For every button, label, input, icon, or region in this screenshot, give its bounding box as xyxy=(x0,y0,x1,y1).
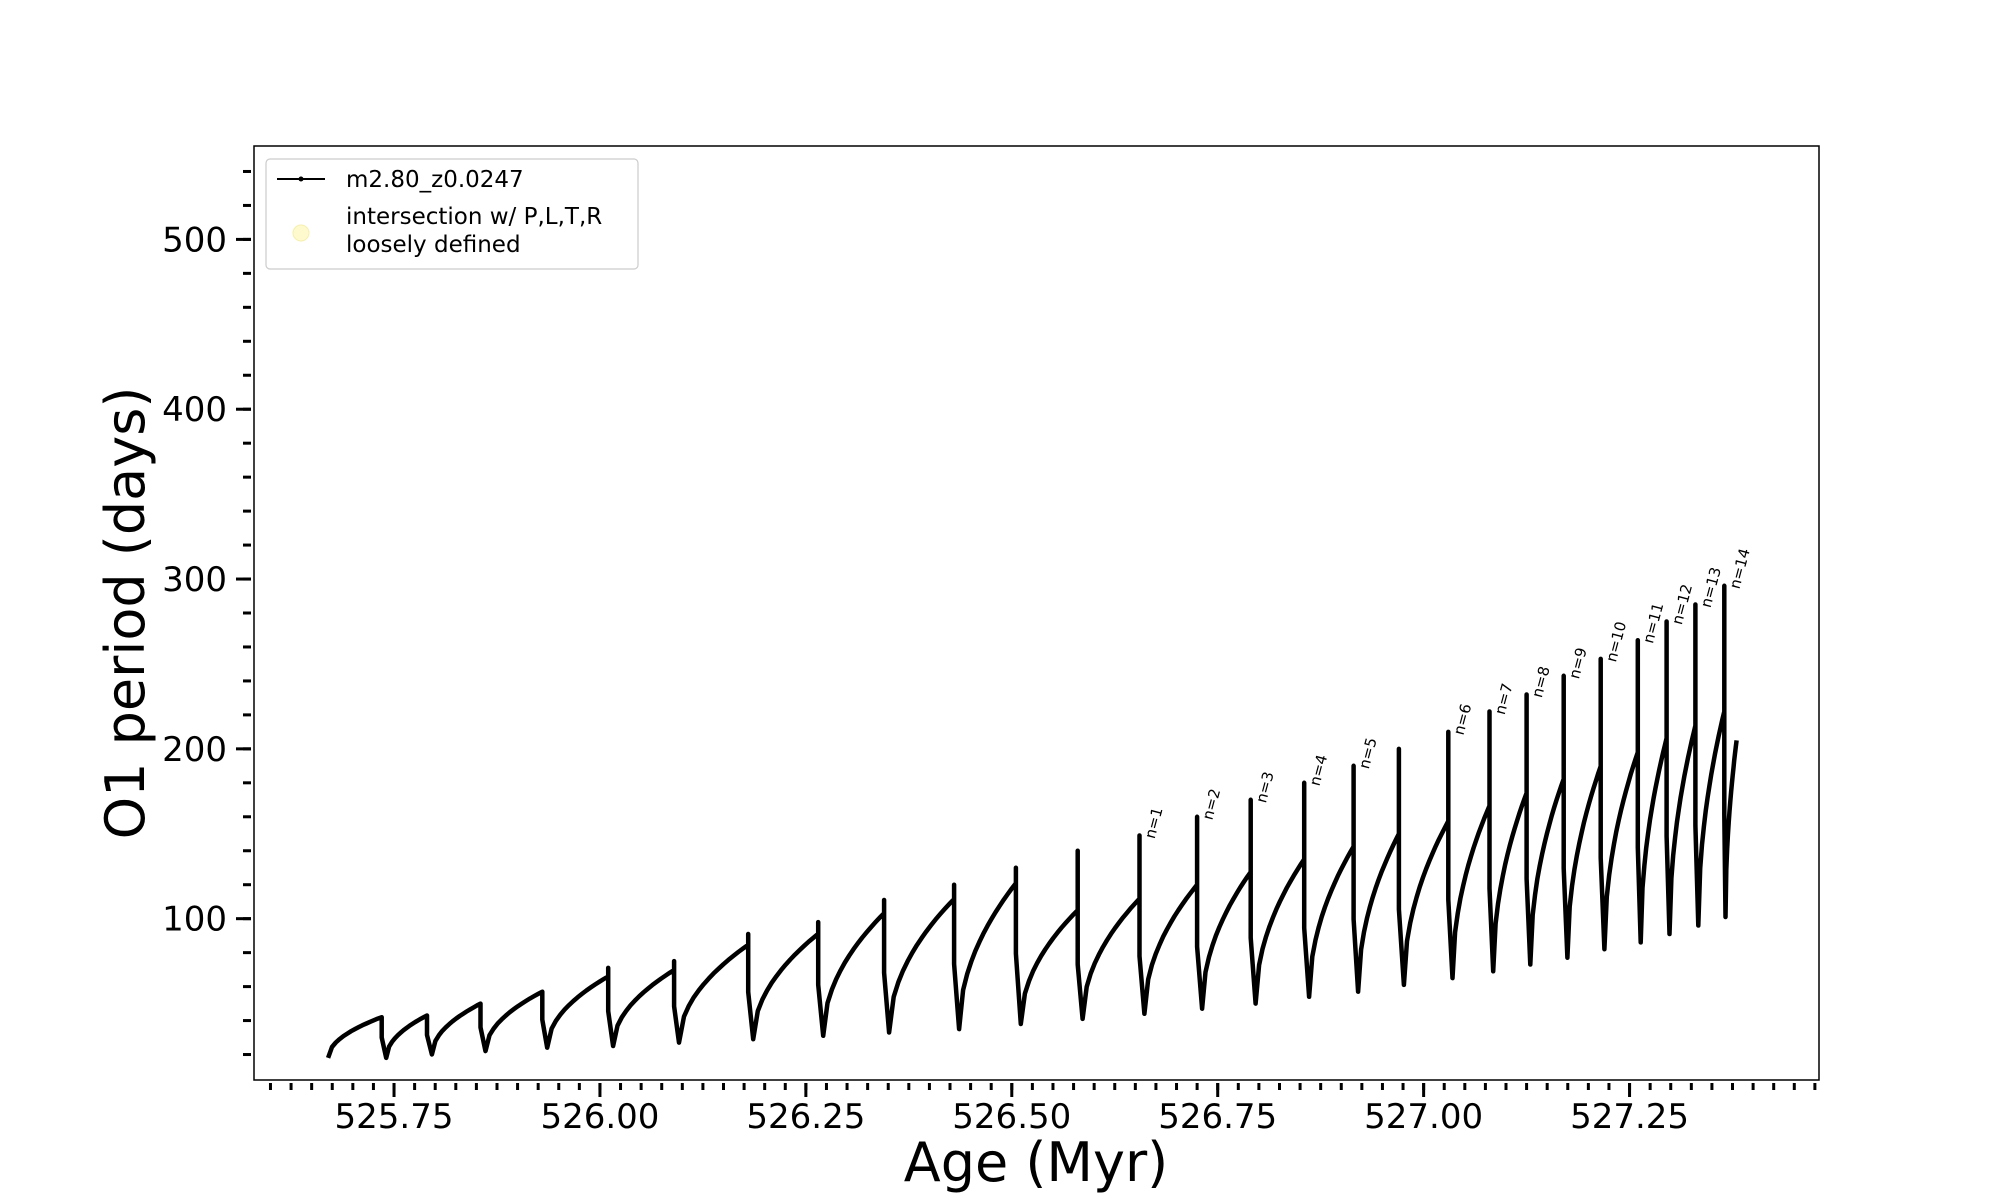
cycle-label: n=5 xyxy=(1355,736,1381,771)
y-axis-label: O1 period (days) xyxy=(94,387,157,840)
y-tick-label: 200 xyxy=(162,730,227,770)
cycle-label: n=14 xyxy=(1726,546,1754,590)
y-tick-label: 300 xyxy=(162,560,227,600)
cycle-label: n=2 xyxy=(1199,787,1225,822)
cycle-label: n=10 xyxy=(1602,620,1630,664)
x-tick-label: 527.00 xyxy=(1364,1097,1483,1137)
y-tick-label: 500 xyxy=(162,220,227,260)
cycle-label: n=12 xyxy=(1668,582,1696,626)
x-tick-label: 526.25 xyxy=(746,1097,865,1137)
cycle-label: n=13 xyxy=(1697,565,1725,609)
x-tick-label: 526.50 xyxy=(952,1097,1071,1137)
x-tick-label: 526.75 xyxy=(1158,1097,1277,1137)
legend: m2.80_z0.0247 intersection w/ P,L,T,R lo… xyxy=(265,158,639,270)
legend-box xyxy=(265,158,639,270)
y-tick-label: 400 xyxy=(162,390,227,430)
plot-frame xyxy=(253,145,1820,1081)
x-tick-label: 527.25 xyxy=(1570,1097,1689,1137)
cycle-label: n=8 xyxy=(1528,664,1554,699)
x-axis: 525.75 526.00 526.25 526.50 526.75 527.00 527.… xyxy=(268,1083,1817,1137)
legend-intersection-label-line2: loosely defined xyxy=(346,232,521,258)
x-axis-label: Age (Myr) xyxy=(904,1131,1169,1194)
y-tick-label: 100 xyxy=(162,900,227,940)
y-axis: 100 200 300 400 500 xyxy=(162,169,251,1057)
cycle-label: n=4 xyxy=(1306,753,1332,788)
series-layer xyxy=(325,583,1739,1061)
series-line xyxy=(325,583,1739,1061)
cycle-label: n=7 xyxy=(1491,681,1517,716)
cycle-label: n=1 xyxy=(1141,805,1167,840)
x-tick-label: 525.75 xyxy=(335,1097,454,1137)
x-tick-label: 526.00 xyxy=(540,1097,659,1137)
legend-intersection-label: intersection w/ P,L,T,R xyxy=(346,204,602,230)
legend-intersection-marker xyxy=(292,224,310,242)
cycle-label: n=6 xyxy=(1450,702,1476,737)
cycle-label: n=3 xyxy=(1252,770,1278,805)
legend-series-label: m2.80_z0.0247 xyxy=(346,167,524,193)
cycle-label: n=9 xyxy=(1565,646,1591,681)
legend-dot-marker xyxy=(298,176,304,182)
cycle-label: n=11 xyxy=(1639,601,1667,645)
